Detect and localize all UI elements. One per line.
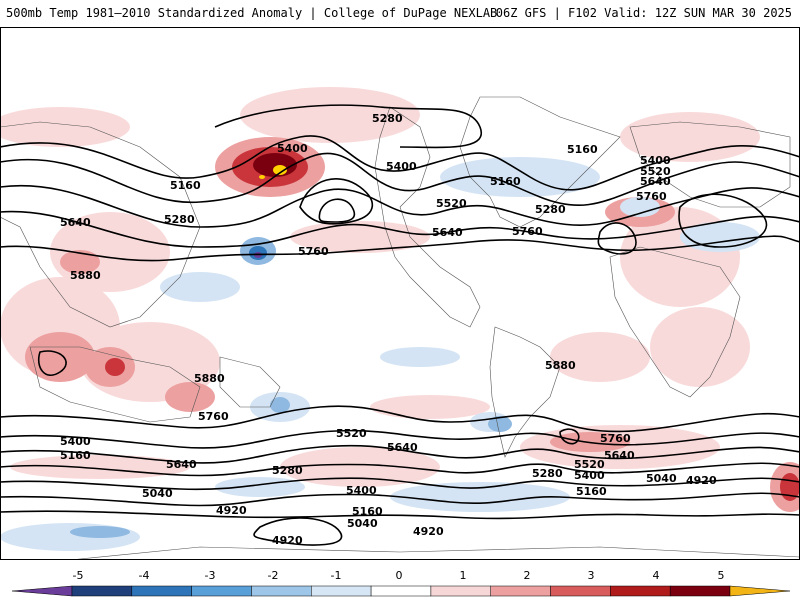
colorbar-tick: 4 <box>653 569 660 582</box>
contour-label: 5760 <box>512 225 543 238</box>
contour-label: 4920 <box>413 525 444 538</box>
colorbar-tick: 2 <box>524 569 531 582</box>
contour-label: 5520 <box>336 427 367 440</box>
contour-label: 5400 <box>640 154 671 167</box>
contour-label: 4920 <box>272 534 303 547</box>
colorbar-tick-labels: -5 -4 -3 -2 -1 0 1 2 3 4 5 <box>73 569 725 582</box>
contour-label: 5400 <box>277 142 308 155</box>
colorbar-swatch <box>71 585 133 597</box>
contour-label: 5400 <box>574 469 605 482</box>
contour-label: 5160 <box>60 449 91 462</box>
contour-label: 5400 <box>60 435 91 448</box>
colorbar-swatches <box>11 585 791 597</box>
contour-label: 5640 <box>387 441 418 454</box>
contour-label: 5160 <box>170 179 201 192</box>
contour-labels: 5280 5400 5160 5400 5160 5280 5520 5640 … <box>60 112 717 547</box>
contour-label: 5280 <box>535 203 566 216</box>
map-title: 500mb Temp 1981–2010 Standardized Anomal… <box>6 6 498 20</box>
colorbar-swatch <box>131 585 192 597</box>
contour-label: 4920 <box>686 474 717 487</box>
yellow-max-anomaly <box>259 165 287 179</box>
colorbar-swatch <box>550 585 611 597</box>
contour-label: 5760 <box>198 410 229 423</box>
colorbar-swatch <box>191 585 252 597</box>
colorbar-swatch <box>729 585 791 597</box>
anomaly-map: 5280 5400 5160 5400 5160 5280 5520 5640 … <box>0 27 800 560</box>
colorbar-tick: -5 <box>73 569 84 582</box>
contour-label: 5520 <box>436 197 467 210</box>
contour-label: 5880 <box>70 269 101 282</box>
contour-label: 5640 <box>640 175 671 188</box>
contour-label: 5760 <box>636 190 667 203</box>
contour-label: 5880 <box>545 359 576 372</box>
colorbar-swatch <box>251 585 312 597</box>
contour-label: 4920 <box>216 504 247 517</box>
colorbar-tick: -3 <box>205 569 216 582</box>
colorbar-tick: 1 <box>460 569 467 582</box>
model-valid-time: 06Z GFS | F102 Valid: 12Z SUN MAR 30 202… <box>495 6 792 20</box>
coastlines <box>0 96 800 560</box>
colorbar-tick: -2 <box>268 569 279 582</box>
contour-label: 5280 <box>372 112 403 125</box>
colorbar-tick: -4 <box>139 569 150 582</box>
contour-label: 5640 <box>60 216 91 229</box>
colorbar-swatch <box>311 585 372 597</box>
contour-label: 5160 <box>490 175 521 188</box>
contour-label: 5160 <box>352 505 383 518</box>
colorbar-tick: 3 <box>588 569 595 582</box>
contour-label: 5640 <box>604 449 635 462</box>
colorbar: -5 -4 -3 -2 -1 0 1 2 3 4 5 <box>11 569 791 597</box>
height-contours <box>0 104 800 546</box>
colorbar-tick: -1 <box>331 569 342 582</box>
colorbar-tick: 5 <box>718 569 725 582</box>
contour-label: 5160 <box>576 485 607 498</box>
colorbar-swatch <box>430 585 491 597</box>
contour-label: 5400 <box>346 484 377 497</box>
contour-label: 5280 <box>272 464 303 477</box>
contour-label: 5760 <box>298 245 329 258</box>
colorbar-swatch <box>669 585 731 597</box>
contour-label: 5040 <box>646 472 677 485</box>
contour-label: 5640 <box>166 458 197 471</box>
colorbar-swatch <box>610 585 671 597</box>
colorbar-tick: 0 <box>396 569 403 582</box>
contour-label: 5040 <box>142 487 173 500</box>
contour-label: 5400 <box>386 160 417 173</box>
contour-label: 5280 <box>164 213 195 226</box>
contour-label: 5880 <box>194 372 225 385</box>
colorbar-swatch <box>11 585 73 597</box>
contour-label: 5520 <box>574 458 605 471</box>
colorbar-swatch <box>490 585 551 597</box>
contour-label: 5640 <box>432 226 463 239</box>
contour-label: 5160 <box>567 143 598 156</box>
contour-label: 5520 <box>640 165 671 178</box>
contour-label: 5760 <box>600 432 631 445</box>
contour-label: 5040 <box>347 517 378 530</box>
colorbar-swatch <box>370 585 432 597</box>
weak-warm-anomaly <box>0 87 760 487</box>
contour-label: 5280 <box>532 467 563 480</box>
